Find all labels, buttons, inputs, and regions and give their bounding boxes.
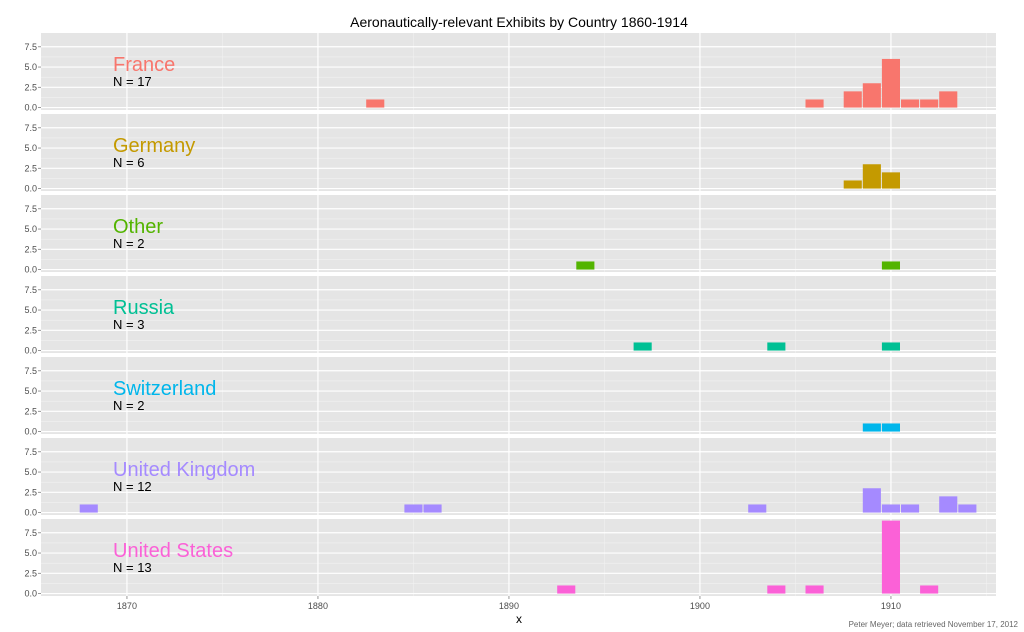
histogram-bar <box>843 91 862 108</box>
credit-note: Peter Meyer; data retrieved November 17,… <box>849 620 1019 629</box>
y-tick-label: 0.0 <box>24 346 37 356</box>
histogram-bar <box>901 99 920 108</box>
country-label: Switzerland <box>113 378 216 400</box>
y-tick-label: 5.0 <box>24 305 37 315</box>
histogram-bar <box>939 496 958 513</box>
histogram-bar <box>423 504 442 513</box>
count-label: N = 17 <box>113 74 152 89</box>
histogram-bar <box>557 585 576 594</box>
histogram-bar <box>805 585 824 594</box>
y-tick-label: 0.0 <box>24 589 37 599</box>
panel-background <box>41 276 996 353</box>
x-tick-label: 1880 <box>308 601 328 611</box>
y-tick-label: 7.5 <box>24 447 37 457</box>
country-label: Other <box>113 216 163 238</box>
histogram-bar <box>881 172 900 189</box>
y-tick-label: 5.0 <box>24 62 37 72</box>
country-label: United States <box>113 540 233 562</box>
y-tick-label: 7.5 <box>24 366 37 376</box>
country-label: France <box>113 54 175 76</box>
count-label: N = 13 <box>113 560 152 575</box>
y-tick-label: 5.0 <box>24 386 37 396</box>
count-label: N = 6 <box>113 155 144 170</box>
histogram-bar <box>881 342 900 351</box>
y-tick-label: 0.0 <box>24 184 37 194</box>
y-tick-label: 5.0 <box>24 467 37 477</box>
histogram-bar <box>862 164 881 189</box>
y-tick-label: 5.0 <box>24 143 37 153</box>
y-tick-label: 5.0 <box>24 224 37 234</box>
y-tick-label: 0.0 <box>24 103 37 113</box>
x-tick-label: 1890 <box>499 601 519 611</box>
histogram-bar <box>748 504 767 513</box>
histogram-bar <box>576 261 595 270</box>
histogram-bar <box>843 180 862 189</box>
histogram-bar <box>881 261 900 270</box>
histogram-bar <box>958 504 977 513</box>
chart-title: Aeronautically-relevant Exhibits by Coun… <box>350 14 688 30</box>
histogram-bar <box>805 99 824 108</box>
y-tick-label: 2.5 <box>24 163 37 173</box>
x-tick-label: 1870 <box>117 601 137 611</box>
count-label: N = 12 <box>113 479 152 494</box>
y-tick-label: 2.5 <box>24 568 37 578</box>
count-label: N = 2 <box>113 398 144 413</box>
x-tick-label: 1900 <box>690 601 710 611</box>
histogram-bar <box>939 91 958 108</box>
y-tick-label: 2.5 <box>24 244 37 254</box>
y-tick-label: 7.5 <box>24 204 37 214</box>
x-tick-label: 1910 <box>881 601 901 611</box>
y-tick-label: 0.0 <box>24 508 37 518</box>
y-tick-label: 2.5 <box>24 406 37 416</box>
histogram-bar <box>862 83 881 108</box>
histogram-bar <box>404 504 423 513</box>
y-tick-label: 2.5 <box>24 325 37 335</box>
count-label: N = 3 <box>113 317 144 332</box>
y-tick-label: 0.0 <box>24 265 37 275</box>
y-tick-label: 0.0 <box>24 427 37 437</box>
y-tick-label: 2.5 <box>24 82 37 92</box>
histogram-bar <box>920 99 939 108</box>
histogram-bar <box>767 342 786 351</box>
count-label: N = 2 <box>113 236 144 251</box>
histogram-bar <box>79 504 98 513</box>
histogram-bar <box>881 423 900 432</box>
x-axis: 1870 1880 1890 1900 1910 <box>117 596 901 611</box>
histogram-bar <box>920 585 939 594</box>
histogram-bar <box>862 488 881 513</box>
y-tick-label: 7.5 <box>24 123 37 133</box>
y-tick-label: 7.5 <box>24 285 37 295</box>
x-axis-label: x <box>516 612 522 626</box>
country-label: United Kingdom <box>113 459 255 481</box>
country-label: Germany <box>113 135 195 157</box>
histogram-bar <box>366 99 385 108</box>
histogram-bar <box>633 342 652 351</box>
y-tick-label: 7.5 <box>24 42 37 52</box>
y-tick-label: 7.5 <box>24 528 37 538</box>
country-label: Russia <box>113 297 175 319</box>
y-tick-label: 2.5 <box>24 487 37 497</box>
histogram-bar <box>881 504 900 513</box>
y-tick-label: 5.0 <box>24 548 37 558</box>
histogram-bar <box>901 504 920 513</box>
histogram-bar <box>862 423 881 432</box>
panel-background <box>41 195 996 272</box>
histogram-bar <box>767 585 786 594</box>
histogram-bar <box>881 58 900 108</box>
histogram-bar <box>881 520 900 594</box>
